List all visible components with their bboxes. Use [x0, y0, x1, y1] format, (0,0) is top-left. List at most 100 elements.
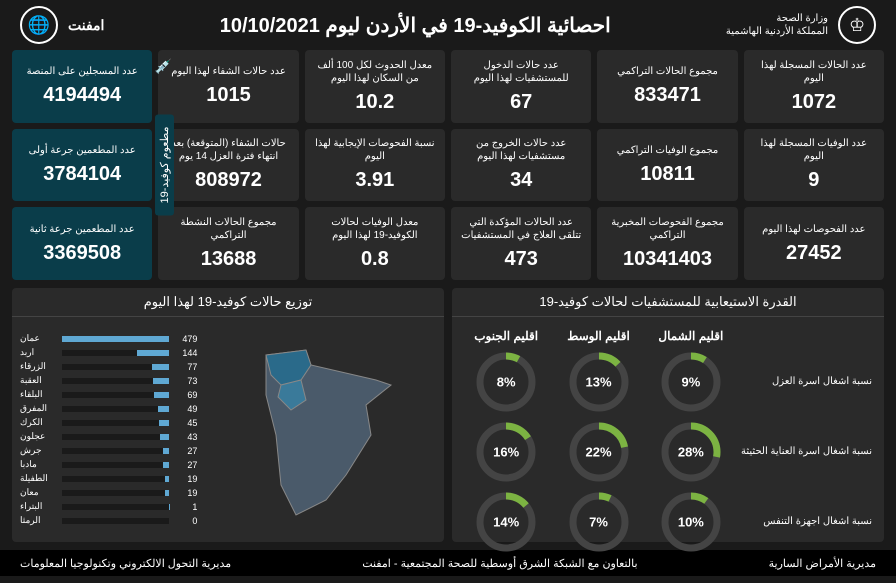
- stat-value: 1072: [792, 91, 837, 114]
- bar-name: عجلون: [20, 431, 58, 442]
- stat-label: مجموع الوفيات التراكمي: [617, 144, 719, 157]
- bar-row: 144 اربد: [20, 347, 197, 358]
- stat-card: عدد الوفيات المسجلة لهذا اليوم 9: [744, 129, 884, 202]
- stat-value: 1015: [206, 84, 251, 107]
- bar-name: الكرك: [20, 417, 58, 428]
- stat-value: 10341403: [623, 248, 712, 271]
- bar-row: 19الطفيلة: [20, 473, 197, 484]
- stat-card: معدل الحدوث لكل 100 ألف من السكان لهذا ا…: [305, 50, 445, 123]
- stat-value: 4194494: [43, 84, 121, 107]
- distribution-panel: توزيع حالات كوفيد-19 لهذا اليوم 479 عمان 1…: [12, 288, 444, 542]
- stat-value: 10.2: [355, 91, 394, 114]
- stat-card: مجموع الحالات النشطة التراكمي13688: [158, 207, 298, 280]
- stat-value: 9: [808, 169, 819, 192]
- bar-row: 479 عمان: [20, 333, 197, 344]
- stat-card: مجموع الفحوصات المخبرية التراكمي 10341403: [597, 207, 737, 280]
- stat-label: مجموع الفحوصات المخبرية التراكمي: [605, 216, 729, 242]
- stat-card: معدل الوفيات لحالات الكوفيد-19 لهذا اليو…: [305, 207, 445, 280]
- stat-value: 27452: [786, 242, 842, 265]
- stat-card: عدد حالات الشفاء لهذا اليوم1015: [158, 50, 298, 123]
- bar-row: 45 الكرك: [20, 417, 197, 428]
- stat-value: 833471: [634, 84, 701, 107]
- vaccine-card: عدد المسجلين على المنصة4194494: [12, 50, 152, 123]
- capacity-gauge: 14%: [475, 491, 537, 553]
- capacity-gauge: 8%: [475, 351, 537, 413]
- stat-label: حالات الشفاء (المتوقعة) بعد انتهاء فترة …: [166, 137, 290, 163]
- stat-label: عدد الحالات المؤكدة التي تتلقى العلاج في…: [459, 216, 583, 242]
- capacity-title: القدرة الاستيعابية للمستشفيات لحالات كوف…: [452, 288, 884, 317]
- bar-name: معان: [20, 487, 58, 498]
- capacity-gauge: 28%: [660, 421, 722, 483]
- stat-label: عدد المطعمين جرعة أولى: [29, 144, 136, 157]
- bar-row: 43 عجلون: [20, 431, 197, 442]
- stat-value: 3.91: [355, 169, 394, 192]
- bar-value: 69: [173, 390, 197, 400]
- bar-value: 73: [173, 376, 197, 386]
- stat-value: 808972: [195, 169, 262, 192]
- stat-label: عدد الوفيات المسجلة لهذا اليوم: [752, 137, 876, 163]
- distribution-title: توزيع حالات كوفيد-19 لهذا اليوم: [12, 288, 444, 317]
- stat-value: 473: [505, 248, 538, 271]
- bar-value: 43: [173, 432, 197, 442]
- bar-row: 77الزرقاء: [20, 361, 197, 372]
- vaccine-column: 💉مطعوم كوفيد-19عدد المسجلين على المنصة41…: [12, 50, 152, 280]
- bar-value: 144: [173, 348, 197, 358]
- bar-name: العقبة: [20, 375, 58, 386]
- stat-value: 67: [510, 91, 532, 114]
- gauge-value: 9%: [681, 375, 700, 390]
- bar-value: 19: [173, 474, 197, 484]
- bar-name: الزرقاء: [20, 361, 58, 372]
- bar-name: البتراء: [20, 501, 58, 512]
- stat-label: معدل الحدوث لكل 100 ألف من السكان لهذا ا…: [313, 59, 437, 85]
- bar-value: 49: [173, 404, 197, 414]
- kingdom-label: المملكة الأردنية الهاشمية: [726, 25, 828, 38]
- gauge-value: 13%: [586, 375, 612, 390]
- stats-grid: عدد الحالات المسجلة لهذا اليوم 1072 مجموع …: [0, 50, 896, 280]
- footer-center: بالتعاون مع الشبكة الشرق أوسطية للصحة ال…: [362, 557, 637, 570]
- capacity-row-label: نسبة اشغال اسرة العزل: [741, 376, 872, 388]
- header: ♔ وزارة الصحة المملكة الأردنية الهاشمية …: [0, 0, 896, 50]
- stat-value: 3784104: [43, 163, 121, 186]
- bar-row: 1البتراء: [20, 501, 197, 512]
- network-label: امفنت: [68, 16, 104, 34]
- stat-card: مجموع الوفيات التراكمي 10811: [597, 129, 737, 202]
- stat-value: 10811: [640, 163, 695, 186]
- stat-value: 0.8: [361, 248, 389, 271]
- footer-right: مديرية الأمراض السارية: [769, 557, 876, 570]
- stat-card: نسبة الفحوصات الإيجابية لهذا اليوم 3.91: [305, 129, 445, 202]
- vaccine-side-label: مطعوم كوفيد-19: [155, 115, 174, 216]
- stat-card: عدد الحالات المؤكدة التي تتلقى العلاج في…: [451, 207, 591, 280]
- stat-card: عدد الفحوصات لهذا اليوم27452: [744, 207, 884, 280]
- bar-name: اربد: [20, 347, 58, 358]
- bar-value: 27: [173, 460, 197, 470]
- bar-name: عمان: [20, 333, 58, 344]
- capacity-row-label: نسبة اشغال اجهزة التنفس: [741, 516, 872, 528]
- page-title: احصائية الكوفيد-19 في الأردن ليوم 10/10/…: [220, 13, 611, 38]
- header-ministry: ♔ وزارة الصحة المملكة الأردنية الهاشمية: [726, 6, 876, 44]
- capacity-gauge: 7%: [568, 491, 630, 553]
- stat-label: عدد الحالات المسجلة لهذا اليوم: [752, 59, 876, 85]
- stat-label: مجموع الحالات النشطة التراكمي: [166, 216, 290, 242]
- capacity-row-label: نسبة اشغال اسرة العناية الحثيثة: [741, 446, 872, 458]
- gauge-value: 14%: [493, 515, 519, 530]
- stat-label: معدل الوفيات لحالات الكوفيد-19 لهذا اليو…: [313, 216, 437, 242]
- bar-value: 45: [173, 418, 197, 428]
- bar-row: 69البلقاء: [20, 389, 197, 400]
- jordan-map: [205, 325, 436, 534]
- bar-row: 0الرمثا: [20, 515, 197, 526]
- gauge-value: 8%: [497, 375, 516, 390]
- stat-label: مجموع الحالات التراكمي: [617, 65, 718, 78]
- capacity-gauge: 22%: [568, 421, 630, 483]
- ministry-label: وزارة الصحة: [726, 12, 828, 25]
- capacity-gauge: 16%: [475, 421, 537, 483]
- footer: مديرية الأمراض السارية بالتعاون مع الشبك…: [0, 550, 896, 576]
- stat-card: عدد حالات الدخول للمستشفيات لهذا اليوم67: [451, 50, 591, 123]
- capacity-col-header: اقليم الوسط: [556, 329, 640, 343]
- gauge-value: 7%: [589, 515, 608, 530]
- bar-value: 479: [173, 334, 197, 344]
- footer-left: مديرية التحول الالكتروني وتكنولوجيا المع…: [20, 557, 231, 570]
- vaccine-card: عدد المطعمين جرعة أولى 3784104: [12, 129, 152, 202]
- header-network: امفنت 🌐: [20, 6, 104, 44]
- gauge-value: 22%: [586, 445, 612, 460]
- stat-label: نسبة الفحوصات الإيجابية لهذا اليوم: [313, 137, 437, 163]
